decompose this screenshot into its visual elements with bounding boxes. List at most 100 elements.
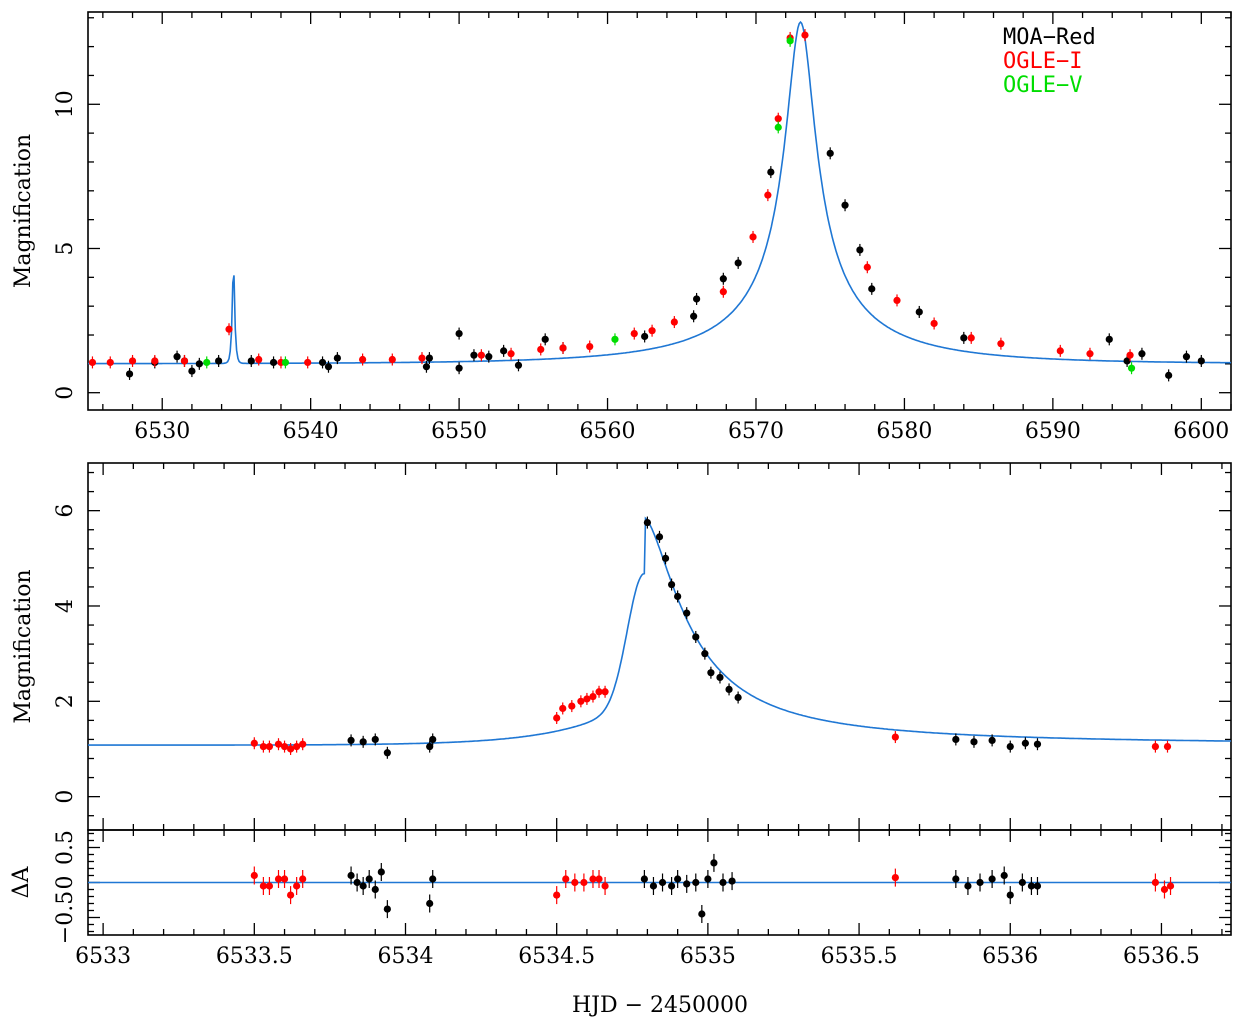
data-point — [388, 355, 396, 364]
data-point — [1127, 364, 1136, 372]
data-point — [470, 351, 478, 359]
data-point — [1197, 357, 1205, 365]
plot-frame — [87, 11, 1232, 411]
y-tick-label: 0 — [53, 386, 78, 400]
data-point — [151, 357, 159, 365]
data-point — [188, 367, 196, 375]
data-point — [455, 364, 463, 372]
data-point — [1086, 350, 1094, 358]
data-point — [1056, 347, 1064, 355]
data-point — [1105, 335, 1113, 343]
data-point — [690, 312, 698, 320]
data-point — [774, 123, 782, 131]
y-tick-label: 0.5 — [53, 830, 78, 865]
x-tick-label: 6536 — [982, 944, 1038, 969]
data-point — [571, 878, 579, 887]
data-point — [286, 891, 295, 899]
data-point — [970, 738, 978, 746]
data-point — [1033, 740, 1042, 748]
data-point — [1166, 882, 1175, 890]
data-point — [1163, 742, 1172, 751]
data-point — [568, 702, 576, 710]
data-point — [429, 875, 437, 883]
data-point — [698, 910, 706, 918]
data-point — [891, 874, 899, 882]
data-point — [537, 345, 545, 354]
data-point — [1138, 350, 1146, 358]
data-point — [1033, 882, 1042, 890]
data-point — [683, 880, 691, 888]
data-point — [429, 735, 437, 744]
legend-ogle-i: OGLE−I — [1003, 49, 1082, 74]
data-point — [930, 319, 938, 328]
x-axis-label: HJD − 2450000 — [572, 993, 748, 1018]
data-point — [371, 735, 379, 744]
data-point — [281, 358, 290, 367]
data-point — [359, 738, 367, 746]
data-point — [265, 742, 274, 751]
data-point — [863, 263, 871, 271]
data-point — [553, 891, 561, 899]
data-point — [734, 259, 742, 267]
data-point — [710, 859, 718, 867]
data-point — [630, 329, 638, 338]
data-point — [500, 347, 508, 355]
data-point — [1006, 742, 1014, 751]
data-point — [299, 740, 307, 748]
data-point — [826, 149, 834, 157]
data-point — [1126, 351, 1134, 359]
middle-panel: 0 2 4 6 Magnification — [11, 462, 1232, 831]
data-point — [269, 358, 278, 367]
data-point — [1165, 371, 1173, 379]
x-tick-label: 6540 — [283, 419, 339, 444]
data-point — [1021, 739, 1029, 747]
data-point — [259, 742, 267, 751]
legend-moa-red: MOA−Red — [1003, 25, 1096, 50]
data-point — [893, 296, 901, 305]
data-point — [674, 592, 682, 601]
data-point — [891, 733, 899, 741]
plot-frame — [87, 462, 1232, 831]
data-point — [371, 885, 379, 894]
data-point — [649, 882, 658, 890]
data-point — [670, 318, 678, 326]
data-point — [693, 295, 701, 303]
data-point — [976, 878, 984, 887]
data-point — [541, 335, 549, 343]
data-point — [667, 882, 676, 890]
data-point — [580, 878, 588, 887]
data-point — [1151, 742, 1160, 751]
data-point — [719, 275, 727, 283]
data-point — [455, 329, 463, 338]
data-point — [683, 609, 691, 617]
data-point — [425, 354, 434, 362]
data-point — [643, 518, 652, 527]
data-point — [801, 31, 809, 39]
data-point — [106, 358, 114, 367]
data-point — [641, 332, 649, 341]
data-point — [960, 334, 968, 342]
data-point — [719, 878, 727, 887]
data-point — [88, 358, 97, 367]
data-point — [173, 353, 181, 361]
data-point — [274, 875, 283, 883]
data-point — [347, 736, 355, 744]
data-point — [477, 351, 485, 359]
data-point — [324, 363, 333, 371]
data-point — [964, 882, 972, 890]
data-point — [716, 673, 724, 682]
x-tick-label: 6535.5 — [821, 944, 898, 969]
data-point — [648, 327, 656, 335]
data-point — [601, 882, 609, 890]
x-tick-label: 6580 — [876, 419, 932, 444]
data-point — [195, 360, 203, 368]
data-point — [692, 633, 700, 641]
y-tick-label: 6 — [53, 504, 78, 518]
x-tick-label: 6536.5 — [1123, 944, 1200, 969]
legend-ogle-v: OGLE−V — [1003, 73, 1082, 98]
data-point — [640, 875, 648, 883]
data-point — [952, 735, 960, 744]
data-point — [507, 350, 515, 358]
data-point — [422, 363, 431, 371]
